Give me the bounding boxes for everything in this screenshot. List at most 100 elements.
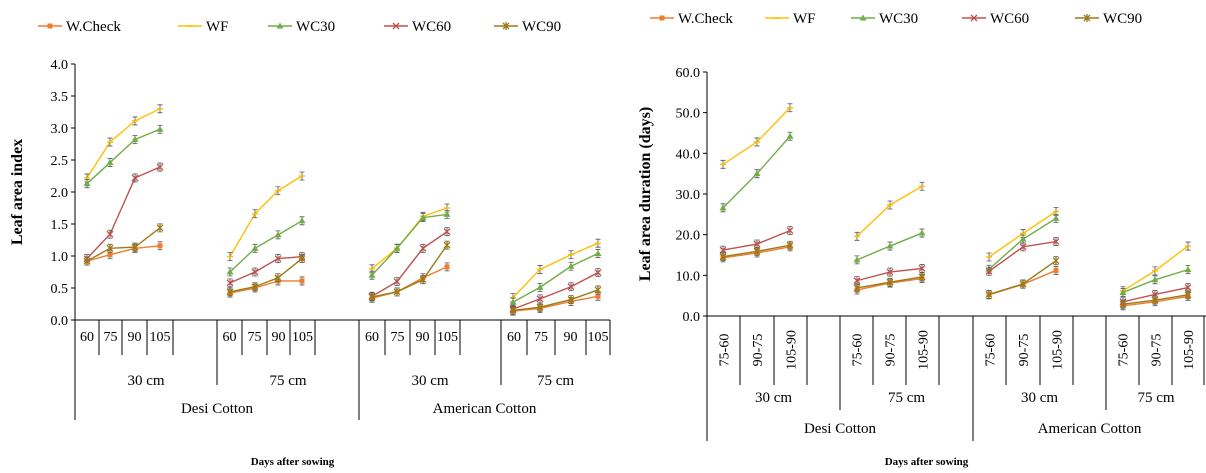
data-point <box>853 277 861 285</box>
legend-item-wf: WF <box>178 19 229 35</box>
legend-label: WC60 <box>412 19 451 35</box>
legend-label: WF <box>206 19 229 35</box>
x-tick-label: 75-60 <box>718 334 733 367</box>
y-tick-label: 0.0 <box>51 314 69 329</box>
x-crop-label: American Cotton <box>1038 421 1142 437</box>
data-point <box>918 229 926 236</box>
series-line <box>86 166 161 260</box>
series-wf-group-1 <box>84 104 163 183</box>
data-point <box>157 243 163 249</box>
data-point <box>393 287 401 296</box>
series-line <box>371 213 448 276</box>
data-point <box>1052 256 1060 265</box>
data-point <box>368 292 376 301</box>
y-tick-label: 0.5 <box>51 282 69 297</box>
data-point <box>443 228 451 236</box>
y-tick-label: 60.0 <box>676 66 701 81</box>
data-point <box>226 268 234 275</box>
legend-marker <box>859 14 867 21</box>
data-point <box>1119 288 1127 295</box>
series-wf-group-3 <box>986 207 1059 262</box>
legend-item-wc60: WC60 <box>962 11 1029 27</box>
series-w-check-group-3 <box>369 262 450 303</box>
series-wc90-group-3 <box>985 256 1060 299</box>
series-wf-group-2 <box>227 171 305 262</box>
series-wc30-group-4 <box>1119 265 1192 297</box>
series-wc60-group-3 <box>985 237 1060 276</box>
series-wc30-group-2 <box>853 228 926 265</box>
data-point <box>1184 290 1192 299</box>
data-point <box>298 254 306 263</box>
data-point <box>786 241 794 250</box>
series-line <box>512 252 599 303</box>
data-point <box>226 279 234 287</box>
legend-marker <box>276 22 284 29</box>
series-wf-group-2 <box>854 181 925 241</box>
y-tick-label: 1.5 <box>51 218 69 233</box>
legend-marker <box>659 15 665 21</box>
series-line <box>512 289 599 312</box>
series-line <box>86 108 161 179</box>
data-point <box>753 240 761 248</box>
data-point <box>1119 300 1127 309</box>
series-wc30-group-1 <box>83 124 164 189</box>
data-point <box>1184 266 1192 273</box>
series-line <box>371 207 448 270</box>
data-point <box>107 252 113 258</box>
series-line <box>371 231 448 297</box>
data-point <box>853 256 861 263</box>
legend-item-wc30: WC30 <box>268 19 335 35</box>
x-tick-label: 90 <box>564 330 578 345</box>
data-point <box>274 273 282 282</box>
data-point <box>226 287 234 296</box>
legend-item-wc90: WC90 <box>494 19 561 35</box>
series-line <box>86 245 161 262</box>
series-wc60-group-2 <box>853 264 926 286</box>
data-point <box>567 283 575 291</box>
x-tick-label: 60 <box>507 330 521 345</box>
y-tick-label: 4.0 <box>51 58 69 73</box>
data-point <box>1151 296 1159 305</box>
data-point <box>131 174 139 182</box>
x-tick-label: 75 <box>391 330 405 345</box>
legend-marker <box>1083 14 1091 22</box>
data-point <box>1053 267 1059 273</box>
x-tick-label: 105 <box>588 330 609 345</box>
data-point <box>419 244 427 252</box>
series-line <box>229 255 303 284</box>
legend-item-wc30: WC30 <box>851 11 918 27</box>
data-point <box>393 278 401 286</box>
series-wc90-group-1 <box>83 223 164 266</box>
y-tick-label: 3.5 <box>51 90 69 105</box>
series-line <box>512 295 599 312</box>
data-point <box>594 249 602 256</box>
x-tick-label: 105 <box>150 330 171 345</box>
legend-item-wc60: WC60 <box>384 19 451 35</box>
legend-item-wc90: WC90 <box>1075 11 1142 27</box>
data-point <box>368 271 376 278</box>
data-point <box>106 230 114 238</box>
y-tick-label: 2.0 <box>51 186 69 201</box>
data-point <box>509 306 517 315</box>
series-line <box>86 128 161 185</box>
x-tick-label: 75-60 <box>1117 334 1132 367</box>
legend-item-wf: WF <box>765 11 816 27</box>
series-w-check-group-1 <box>84 241 163 266</box>
data-point <box>298 217 306 224</box>
x-spacing-label: 30 cm <box>411 373 448 389</box>
series-line <box>229 258 303 293</box>
y-tick-label: 1.0 <box>51 250 69 265</box>
data-point <box>786 132 794 139</box>
x-tick-label: 90-75 <box>1150 334 1165 367</box>
data-point <box>131 136 139 143</box>
data-point <box>536 295 544 303</box>
data-point <box>1019 235 1027 242</box>
series-wf-group-1 <box>720 103 793 169</box>
data-point <box>918 264 926 272</box>
x-tick-label: 75-60 <box>851 334 866 367</box>
x-spacing-label: 30 cm <box>1021 390 1058 406</box>
series-wc60-group-4 <box>509 268 602 314</box>
x-spacing-label: 75 cm <box>1137 390 1174 406</box>
data-point <box>719 252 727 261</box>
